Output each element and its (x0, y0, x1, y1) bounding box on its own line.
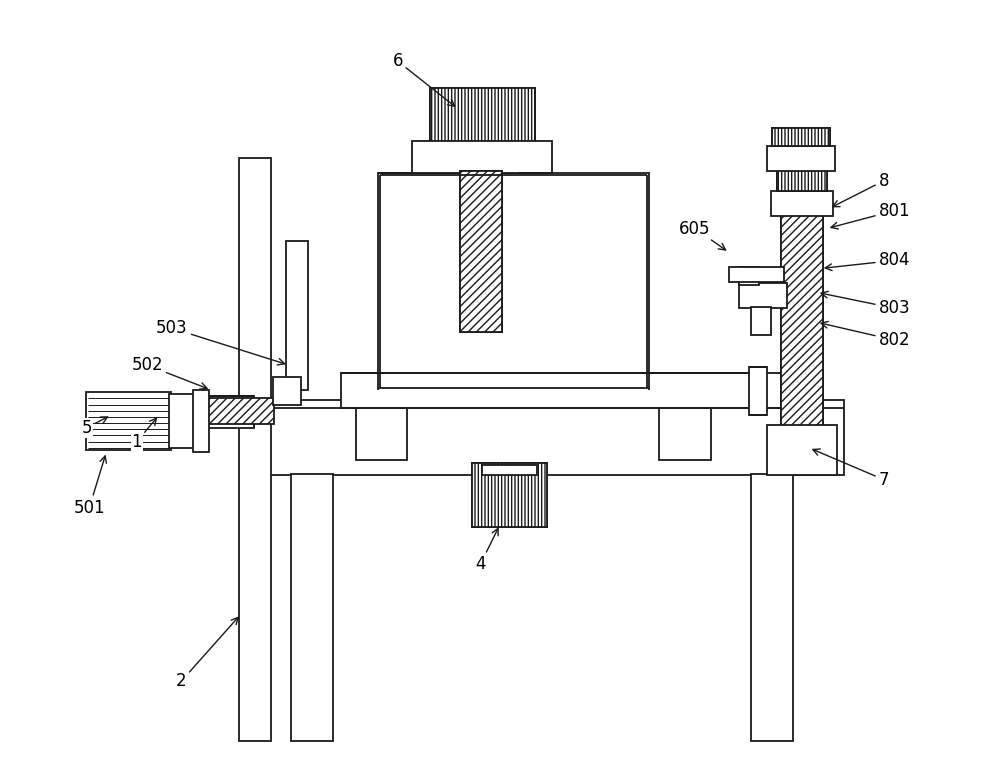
Text: 4: 4 (475, 528, 498, 574)
Text: 1: 1 (131, 418, 156, 450)
Text: 7: 7 (813, 449, 889, 489)
Text: 605: 605 (679, 219, 726, 250)
Bar (341, 373, 794, 408)
Bar (771, 191, 833, 216)
Text: 803: 803 (821, 291, 910, 317)
Text: 5: 5 (82, 417, 108, 437)
Bar (751, 307, 771, 335)
Text: 6: 6 (392, 52, 455, 106)
Bar (767, 425, 837, 474)
Text: 501: 501 (74, 456, 106, 517)
Bar (86, 392, 171, 450)
Bar (291, 474, 333, 741)
Bar (772, 128, 830, 146)
Bar (472, 463, 547, 527)
Bar (781, 199, 823, 460)
Text: 503: 503 (156, 320, 285, 365)
Bar (739, 267, 759, 286)
Bar (777, 169, 827, 191)
Bar (729, 267, 784, 283)
Bar (286, 240, 308, 390)
Bar (206, 398, 274, 424)
Bar (777, 169, 827, 191)
Bar (412, 141, 552, 172)
Bar (430, 88, 535, 143)
Bar (239, 158, 271, 741)
Bar (169, 394, 201, 448)
Bar (193, 390, 209, 452)
Text: 804: 804 (825, 252, 910, 270)
Text: 8: 8 (833, 172, 889, 206)
Bar (472, 463, 547, 527)
Bar (739, 283, 787, 308)
Bar (767, 146, 835, 171)
Bar (378, 172, 649, 390)
Bar (772, 128, 830, 146)
Text: 802: 802 (821, 321, 910, 349)
Bar (460, 171, 502, 332)
Bar (273, 377, 301, 405)
Bar (356, 408, 407, 460)
Bar (659, 408, 711, 460)
Bar (751, 474, 793, 741)
Bar (460, 171, 502, 332)
Bar (256, 400, 844, 474)
Bar (781, 199, 823, 460)
Text: 2: 2 (176, 618, 238, 690)
Bar (749, 367, 767, 415)
Bar (482, 465, 537, 474)
Bar (196, 396, 254, 428)
Text: 502: 502 (131, 356, 207, 389)
Bar (430, 88, 535, 143)
Text: 801: 801 (831, 202, 910, 229)
